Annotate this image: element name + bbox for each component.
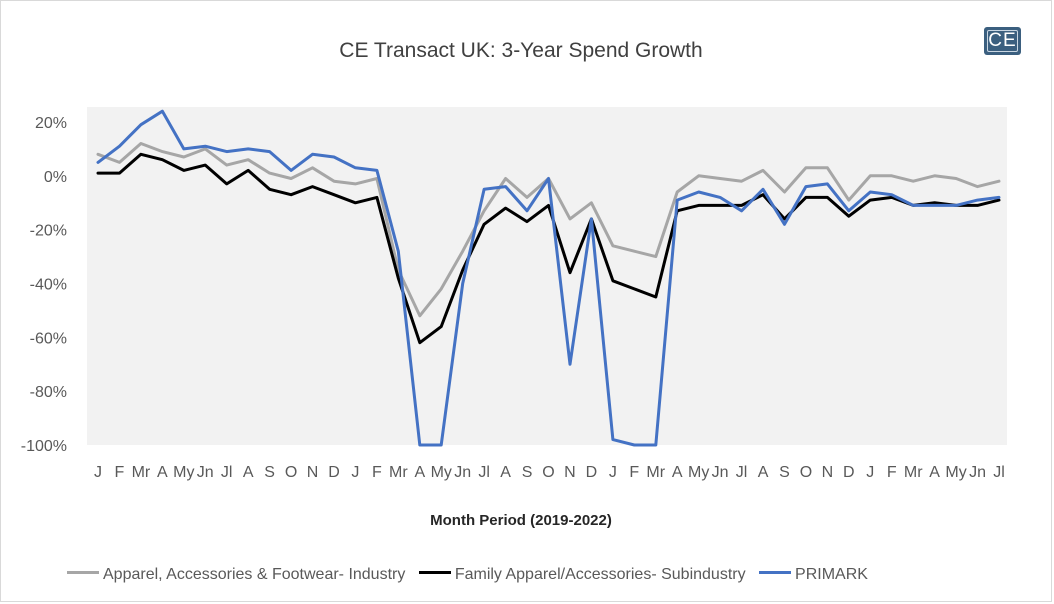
x-tick-label: F xyxy=(887,464,897,481)
x-tick-label: D xyxy=(328,464,340,481)
y-axis-ticks: 20% 0% -20% -40% -60% -80% -100% xyxy=(21,115,67,455)
series-lines xyxy=(96,109,1001,447)
x-tick-label: D xyxy=(843,464,855,481)
x-tick-label: Jn xyxy=(454,464,471,481)
x-tick-label: A xyxy=(500,464,511,481)
x-tick-label: A xyxy=(243,464,254,481)
plot-background xyxy=(87,107,1007,445)
x-tick-label: Jl xyxy=(993,464,1005,481)
x-tick-label: J xyxy=(609,464,617,481)
x-tick-label: Jl xyxy=(736,464,748,481)
x-tick-label: My xyxy=(688,464,709,481)
x-tick-label: My xyxy=(173,464,194,481)
x-tick-label: S xyxy=(522,464,533,481)
ce-logo: CE xyxy=(984,27,1021,55)
x-tick-label: Jl xyxy=(221,464,233,481)
x-axis-label: Month Period (2019-2022) xyxy=(430,512,612,529)
x-tick-label: N xyxy=(822,464,834,481)
x-tick-label: My xyxy=(945,464,966,481)
legend-label-primark: PRIMARK xyxy=(795,566,868,583)
x-tick-label: S xyxy=(264,464,275,481)
y-tick-label: 0% xyxy=(44,169,67,186)
legend-item-industry: Apparel, Accessories & Footwear- Industr… xyxy=(67,566,405,584)
x-tick-label: F xyxy=(629,464,639,481)
legend-swatch-subindustry xyxy=(418,571,451,575)
series-line-subindustry xyxy=(96,152,1001,345)
x-tick-label: A xyxy=(157,464,168,481)
legend-label-industry: Apparel, Accessories & Footwear- Industr… xyxy=(103,566,406,583)
x-tick-label: S xyxy=(779,464,790,481)
chart-title: CE Transact UK: 3-Year Spend Growth xyxy=(339,39,703,62)
x-tick-label: Jn xyxy=(969,464,986,481)
y-tick-label: -100% xyxy=(21,438,67,455)
x-tick-label: F xyxy=(115,464,125,481)
x-tick-label: A xyxy=(414,464,425,481)
x-tick-label: D xyxy=(586,464,598,481)
x-tick-label: Mr xyxy=(132,464,151,481)
legend-swatch-primark xyxy=(759,571,792,575)
y-tick-label: -40% xyxy=(30,277,67,294)
x-tick-label: A xyxy=(672,464,683,481)
x-tick-label: N xyxy=(564,464,576,481)
x-tick-label: O xyxy=(542,464,554,481)
legend-item-primark: PRIMARK xyxy=(759,566,868,584)
x-tick-label: Mr xyxy=(646,464,665,481)
x-tick-label: Mr xyxy=(904,464,923,481)
x-tick-label: J xyxy=(351,464,359,481)
x-tick-label: My xyxy=(431,464,452,481)
x-tick-label: Jn xyxy=(197,464,214,481)
legend-label-subindustry: Family Apparel/Accessories- Subindustry xyxy=(454,566,746,583)
x-tick-label: F xyxy=(372,464,382,481)
x-tick-label: N xyxy=(307,464,319,481)
y-tick-label: -20% xyxy=(30,223,67,240)
x-tick-label: A xyxy=(758,464,769,481)
x-tick-label: Mr xyxy=(389,464,408,481)
legend-item-subindustry: Family Apparel/Accessories- Subindustry xyxy=(418,566,746,584)
series-line-primark xyxy=(96,109,1001,447)
x-tick-label: J xyxy=(94,464,102,481)
x-tick-label: Jn xyxy=(712,464,729,481)
x-tick-label: A xyxy=(929,464,940,481)
y-tick-label: -60% xyxy=(30,330,67,347)
x-axis-ticks: J F Mr A My Jn Jl A S O N D J F Mr A My Jn Jl A S O N D J F Mr A My J… xyxy=(94,464,1005,481)
legend-swatch-industry xyxy=(67,571,99,575)
x-tick-label: J xyxy=(866,464,874,481)
legend: Apparel, Accessories & Footwear- Industr… xyxy=(67,566,877,586)
x-tick-label: O xyxy=(800,464,812,481)
y-tick-label: -80% xyxy=(30,384,67,401)
y-tick-label: 20% xyxy=(35,115,67,132)
x-tick-label: Jl xyxy=(478,464,490,481)
x-tick-label: O xyxy=(285,464,297,481)
